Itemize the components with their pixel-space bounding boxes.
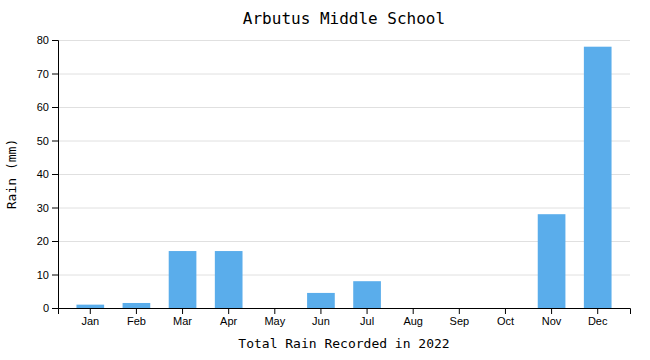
grid-line — [58, 141, 630, 142]
x-axis-line — [59, 309, 631, 315]
x-tick-mark — [136, 308, 137, 314]
grid-line — [58, 174, 630, 175]
x-tick: Apr — [220, 308, 237, 327]
x-tick-mark — [413, 308, 414, 314]
bar — [538, 214, 566, 308]
x-tick-label: Feb — [127, 315, 146, 327]
grid-line — [58, 40, 630, 41]
y-tick: 40 — [37, 168, 58, 180]
x-tick-label: Mar — [173, 315, 192, 327]
bar — [123, 303, 151, 308]
y-tick-label: 50 — [37, 135, 49, 147]
x-tick-mark — [551, 308, 552, 314]
grid-line — [58, 74, 630, 75]
bar — [445, 308, 473, 309]
y-tick-label: 60 — [37, 101, 49, 113]
grid-line-group — [58, 174, 630, 175]
y-tick-label: 80 — [37, 34, 49, 46]
y-tick: 60 — [37, 101, 58, 113]
grid — [58, 41, 630, 309]
bars — [76, 47, 611, 308]
x-tick: Jan — [81, 308, 99, 327]
y-axis-title: Rain (mm) — [4, 139, 19, 209]
grid-line-group — [58, 141, 630, 142]
y-tick-mark — [52, 141, 58, 142]
y-tick-mark — [52, 308, 58, 309]
bar — [76, 305, 104, 308]
x-tick: May — [264, 308, 285, 327]
bar — [353, 281, 381, 308]
x-tick-mark — [367, 308, 368, 314]
y-tick: 20 — [37, 235, 58, 247]
chart: Jan Feb Mar Apr May Jun Jul Aug Sep Oct Nov Dec 0 10 2… — [0, 0, 650, 360]
grid-line — [58, 208, 630, 209]
x-tick-mark — [90, 308, 91, 314]
x-tick-label: Apr — [220, 315, 237, 327]
y-tick-label: 20 — [37, 235, 49, 247]
y-tick-label: 10 — [37, 269, 49, 281]
y-tick-label: 70 — [37, 68, 49, 80]
x-tick-mark — [320, 308, 321, 314]
x-tick-label: Jun — [312, 315, 330, 327]
y-tick: 80 — [37, 34, 58, 46]
grid-line — [58, 107, 630, 108]
x-tick: Dec — [588, 308, 608, 327]
x-tick-mark — [505, 308, 506, 314]
x-tick: Sep — [450, 308, 470, 327]
x-tick-label: Jan — [81, 315, 99, 327]
x-tick: Aug — [403, 308, 423, 327]
x-tick-label: Jul — [360, 315, 374, 327]
bar — [261, 308, 289, 309]
x-tick: Feb — [127, 308, 146, 327]
bar — [169, 251, 197, 308]
y-tick-mark — [52, 74, 58, 75]
y-tick-mark — [52, 208, 58, 209]
x-tick-mark — [228, 308, 229, 314]
y-tick-mark — [52, 241, 58, 242]
x-tick: Oct — [497, 308, 514, 327]
y-tick: 10 — [37, 269, 58, 281]
x-tick-label: Oct — [497, 315, 514, 327]
x-tick-label: Nov — [542, 315, 562, 327]
x-tick-label: May — [264, 315, 285, 327]
x-tick: Nov — [542, 308, 562, 327]
bar — [307, 293, 335, 308]
bar — [399, 308, 427, 309]
x-tick-mark — [182, 308, 183, 314]
y-tick-label: 40 — [37, 168, 49, 180]
y-tick-label: 0 — [43, 302, 49, 314]
x-tick-label: Dec — [588, 315, 608, 327]
y-tick-label: 30 — [37, 202, 49, 214]
y-axis: 0 10 20 30 40 50 60 70 80 — [37, 34, 59, 314]
x-axis-title: Total Rain Recorded in 2022 — [238, 336, 449, 351]
bar — [492, 308, 520, 309]
y-axis-line — [52, 41, 59, 309]
title: Arbutus Middle School — [243, 9, 445, 28]
x-tick-label: Aug — [403, 315, 423, 327]
x-tick: Jul — [360, 308, 374, 327]
x-tick: Mar — [173, 308, 192, 327]
bar — [215, 251, 243, 308]
grid-line-group — [58, 74, 630, 75]
bar — [584, 47, 612, 308]
grid-line-group — [58, 40, 630, 41]
y-tick: 30 — [37, 202, 58, 214]
plot: Jan Feb Mar Apr May Jun Jul Aug Sep Oct Nov Dec 0 10 2… — [37, 34, 631, 327]
x-axis: Jan Feb Mar Apr May Jun Jul Aug Sep Oct Nov Dec — [59, 308, 631, 327]
grid-line-group — [58, 208, 630, 209]
x-tick-mark — [274, 308, 275, 314]
y-tick-mark — [52, 40, 58, 41]
x-tick: Jun — [312, 308, 330, 327]
x-tick-label: Sep — [450, 315, 470, 327]
y-tick: 0 — [43, 302, 58, 314]
grid-line-group — [58, 107, 630, 108]
y-tick-mark — [52, 275, 58, 276]
x-tick-mark — [459, 308, 460, 314]
y-tick-mark — [52, 107, 58, 108]
y-tick: 70 — [37, 68, 58, 80]
y-tick-mark — [52, 174, 58, 175]
x-tick-mark — [597, 308, 598, 314]
y-tick: 50 — [37, 135, 58, 147]
